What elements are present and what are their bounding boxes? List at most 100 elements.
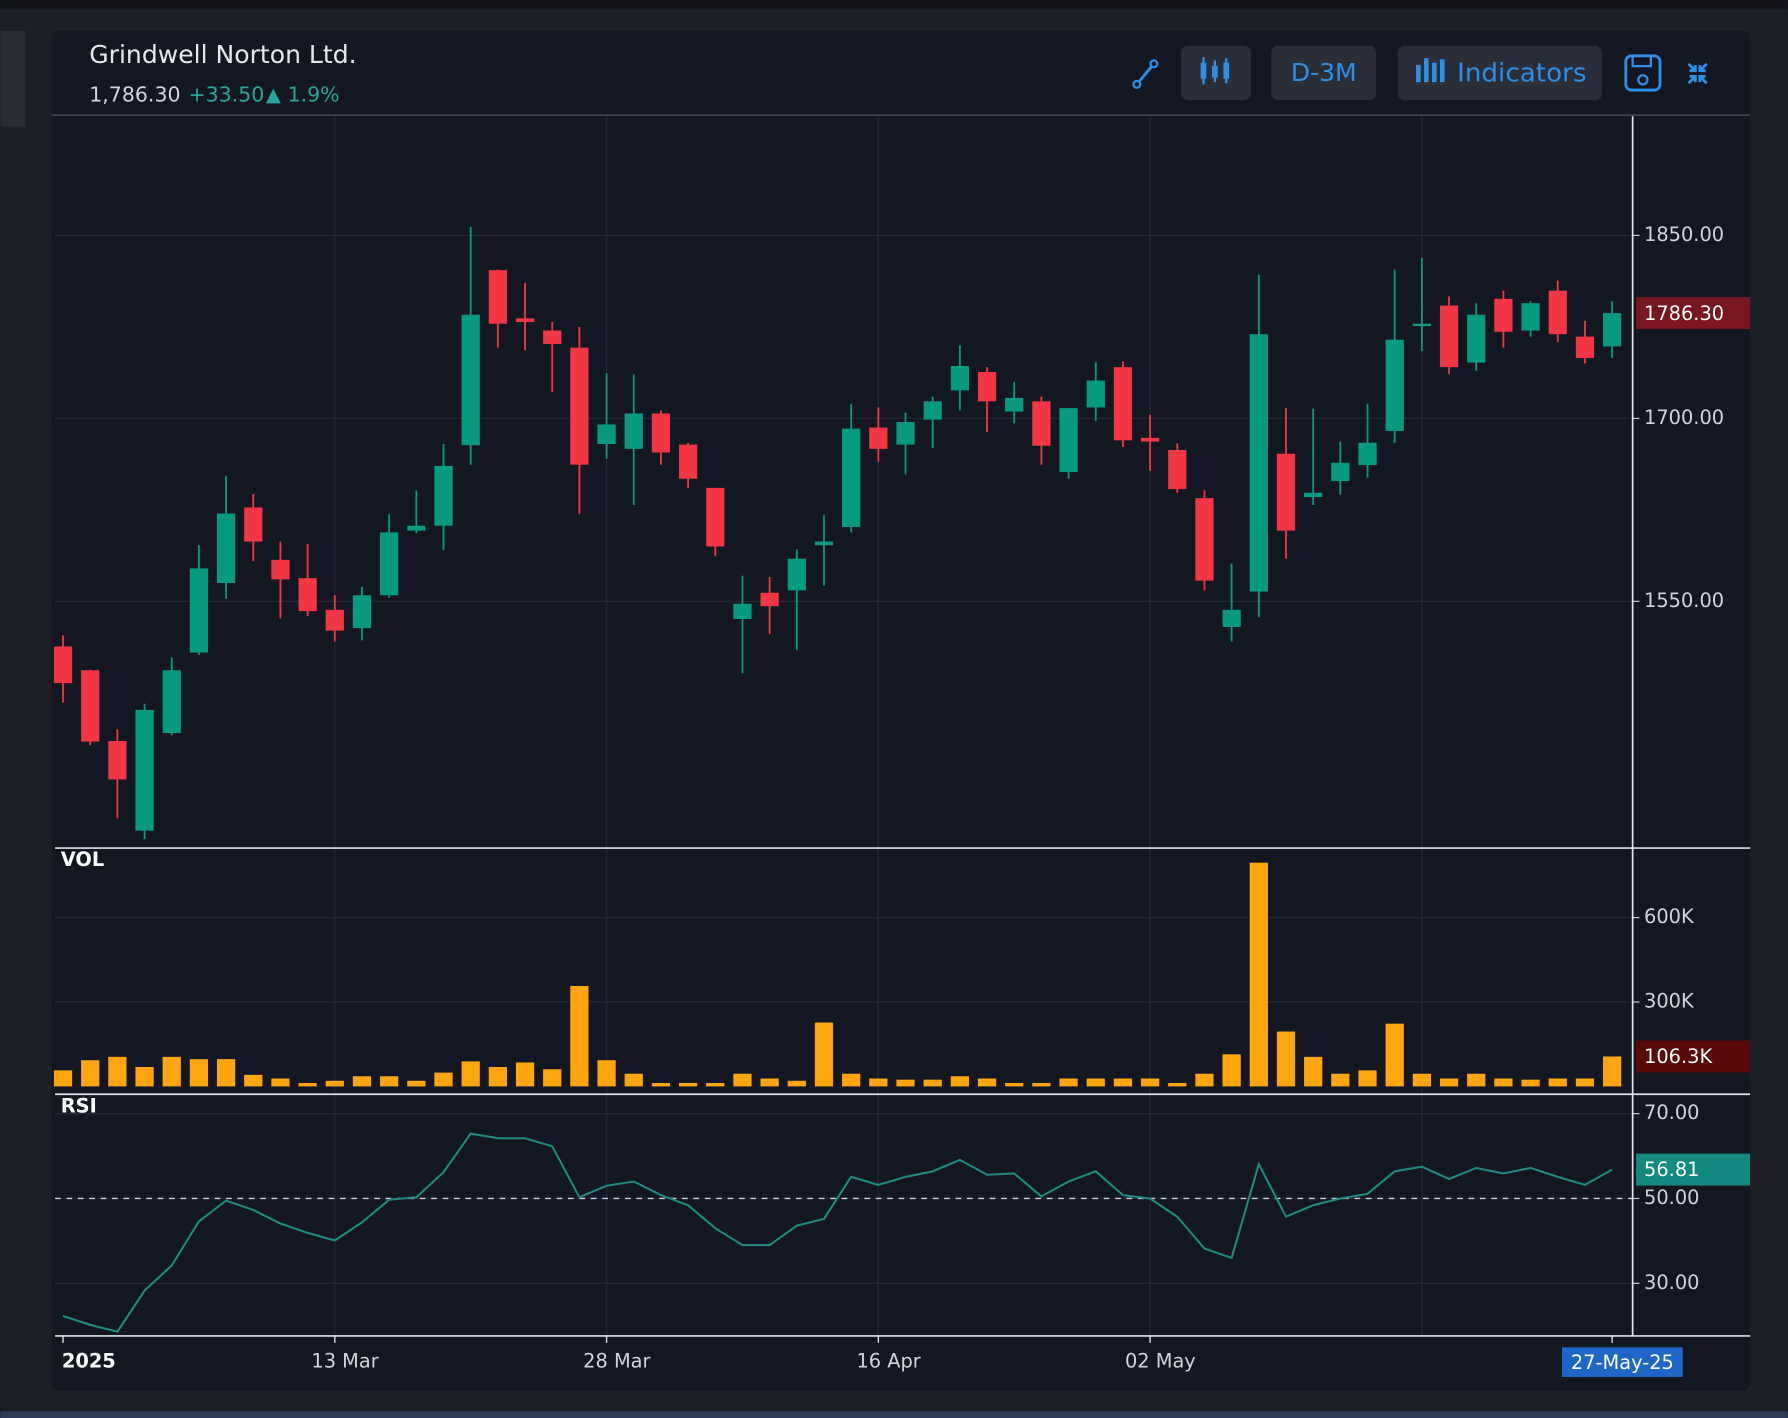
volume-bar [733, 1073, 752, 1087]
volume-bar [407, 1080, 426, 1087]
volume-bar [380, 1076, 399, 1087]
candle-body [1276, 453, 1296, 531]
volume-bar [1276, 1031, 1296, 1087]
volume-bar [189, 1059, 209, 1087]
indicators-label: Indicators [1457, 59, 1586, 89]
candle-body [1304, 492, 1323, 498]
candle-body [923, 401, 942, 420]
volume-bar [298, 1083, 317, 1087]
volume-bar [1086, 1078, 1105, 1087]
candle-body [1575, 336, 1595, 359]
volume-bar [108, 1056, 127, 1087]
candle-body [488, 270, 507, 324]
save-button[interactable] [1624, 54, 1662, 92]
last-value-tag [1636, 1153, 1751, 1186]
volume-bar [543, 1069, 562, 1087]
volume-bar [135, 1066, 154, 1087]
last-value-tag [1636, 297, 1751, 330]
volume-bar [1140, 1078, 1160, 1087]
candle-body [1548, 290, 1567, 335]
candle-body [1439, 305, 1459, 368]
candle-body [570, 347, 589, 465]
candle-body [787, 558, 806, 591]
last-value-label: 56.81 [1644, 1158, 1699, 1181]
volume-bar [271, 1078, 290, 1087]
candle-body [461, 314, 480, 446]
candle-body [1249, 334, 1268, 592]
volume-bar [1603, 1056, 1622, 1087]
candle-body [678, 444, 698, 479]
volume-bar [1222, 1054, 1241, 1087]
volume-bar [461, 1061, 480, 1087]
side-panel [0, 30, 26, 127]
indicators-button[interactable]: Indicators [1397, 45, 1602, 101]
volume-bar [1575, 1078, 1595, 1087]
candle-body [1005, 397, 1024, 412]
candle-body [842, 428, 861, 527]
candle-body [1059, 408, 1078, 473]
volume-bar [624, 1073, 643, 1087]
volume-bar [787, 1080, 806, 1087]
candle-body [869, 427, 888, 449]
candle-body [706, 487, 725, 547]
volume-bar [244, 1074, 263, 1087]
volume-bar [216, 1059, 236, 1087]
volume-bar [488, 1066, 507, 1087]
candle-body [1494, 298, 1513, 332]
last-value-label: 1786.30 [1644, 302, 1724, 325]
x-tick-label: 02 May [1125, 1350, 1196, 1373]
candle-body [244, 507, 263, 542]
y-tick-label: 300K [1644, 989, 1695, 1012]
candle-body [651, 413, 671, 453]
period-button[interactable]: D-3M [1271, 45, 1377, 101]
change-percent: 1.9% [288, 83, 340, 107]
candle-body [1385, 339, 1404, 431]
y-tick-label: 70.00 [1644, 1101, 1699, 1124]
volume-bar [1548, 1078, 1567, 1087]
current-date-tag [1561, 1347, 1683, 1377]
candle-body [1086, 380, 1105, 408]
volume-bar [814, 1022, 834, 1087]
volume-bar [515, 1062, 535, 1087]
x-tick-label: 13 Mar [311, 1350, 378, 1373]
change-arrow: ▲ [266, 83, 281, 106]
candle-body [407, 525, 426, 531]
candle-body [760, 592, 779, 607]
volume-bar [1059, 1078, 1078, 1087]
x-tick-label: 27-May-25 [1571, 1351, 1674, 1374]
volume-bar [1385, 1023, 1404, 1087]
volume-bar [570, 985, 589, 1087]
candle-body [1195, 498, 1214, 581]
candle-body [1222, 609, 1241, 627]
rsi-line [62, 1132, 1613, 1333]
volume-bar [325, 1080, 344, 1087]
candle-body [53, 646, 73, 684]
y-tick-label: 1700.00 [1644, 406, 1724, 429]
price: 1,786.30 [89, 83, 180, 107]
collapse-button[interactable] [1687, 62, 1708, 85]
volume-bar [869, 1078, 888, 1087]
volume-bar [1005, 1083, 1024, 1087]
volume-bar [760, 1078, 779, 1087]
candle-body [814, 541, 834, 546]
volume-bar [1358, 1070, 1377, 1087]
volume-bar [1168, 1083, 1187, 1087]
x-tick-label: 16 Apr [856, 1350, 920, 1373]
candle-body [216, 513, 236, 584]
candle-body [298, 578, 317, 612]
last-value-label: 106.3K [1644, 1045, 1713, 1068]
draw-tool[interactable] [1132, 59, 1159, 89]
candle-body [135, 709, 154, 831]
candle-body [1467, 314, 1486, 363]
volume-bar [1331, 1073, 1350, 1087]
volume-bar [53, 1070, 73, 1087]
volume-bar [1249, 862, 1268, 1087]
volume-bar [1494, 1078, 1513, 1087]
volume-bar [1032, 1083, 1051, 1087]
chart-type-button[interactable] [1181, 45, 1251, 101]
candle-body [1358, 442, 1377, 466]
volume-bar [1467, 1073, 1486, 1087]
last-value-tag [1636, 1040, 1751, 1073]
y-tick-label: 1550.00 [1644, 589, 1724, 612]
